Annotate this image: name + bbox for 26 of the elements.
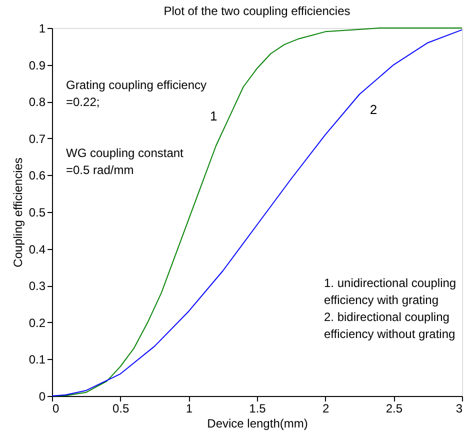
x-tick-label: 0.5	[112, 402, 130, 416]
series-label: 2	[370, 102, 378, 118]
y-tick-label: 0.4	[28, 242, 46, 256]
x-tick-label: 3	[456, 402, 463, 416]
y-axis-title: Coupling efficiencies	[10, 158, 25, 268]
y-tick-label: 0	[38, 390, 46, 404]
x-axis-title: Device length(mm)	[207, 416, 308, 430]
x-tick-label: 2	[322, 402, 330, 416]
y-tick-label: 0.6	[28, 168, 46, 183]
chart-title: Plot of the two coupling efficiencies	[164, 4, 350, 18]
x-tick-label: 2.5	[386, 402, 403, 416]
y-tick-label: 0.5	[28, 206, 46, 220]
y-tick-label: 0.3	[28, 279, 46, 294]
y-tick-label: 1	[38, 22, 46, 36]
series-label: 1	[210, 108, 218, 124]
annotation: 1. unidirectional coupling efficiency with grating 2. bidirectional coupling efficiency without grating	[324, 276, 456, 341]
y-tick-label: 0.1	[28, 352, 46, 367]
x-tick-label: 0	[52, 402, 60, 416]
x-tick-label: 1	[186, 402, 193, 416]
y-tick-label: 0.2	[28, 316, 46, 330]
annotation: WG coupling constant =0.5 rad/mm	[66, 146, 184, 177]
y-tick-label: 0.7	[28, 132, 46, 146]
annotation: Grating coupling efficiency =0.22;	[66, 78, 207, 109]
y-tick-label: 0.8	[28, 95, 46, 110]
x-tick-label: 1.5	[249, 402, 266, 416]
y-tick-label: 0.9	[28, 58, 46, 72]
